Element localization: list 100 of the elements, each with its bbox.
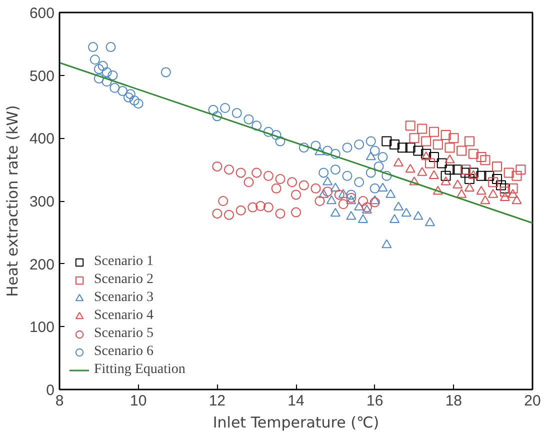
point [468,168,478,178]
point [492,174,502,184]
point [224,210,234,220]
point [287,177,298,188]
point [125,89,136,100]
point [464,136,474,146]
point [108,70,118,80]
point [314,146,325,156]
point [393,202,404,210]
point [382,170,392,181]
point [382,239,392,248]
legend-label: Scenario 1 [94,254,154,270]
point [428,152,439,162]
point [358,214,368,223]
point [366,168,376,178]
point [440,170,451,181]
point [390,214,400,223]
point [366,151,376,160]
y-axis-title: Heat extraction rate (kW) [3,105,22,297]
point [480,155,490,166]
y-tick-label: 500 [29,68,55,85]
point [370,197,380,208]
point [310,140,321,151]
point [456,189,467,198]
point [212,208,222,219]
point [330,208,340,217]
point [504,168,514,178]
point [476,186,486,195]
point [428,170,439,179]
point [421,151,432,160]
point [110,82,120,93]
point [354,177,364,188]
point [256,201,266,212]
point [413,211,424,220]
point [484,170,494,181]
point [252,120,262,131]
y-tick-label: 200 [29,256,55,274]
point [512,195,522,204]
legend-label: Scenario 2 [94,272,154,288]
point [346,195,356,204]
point [358,196,368,206]
point [220,103,230,113]
point [330,182,340,192]
point [397,142,408,153]
point [425,158,436,168]
point [326,195,336,204]
point [160,67,171,78]
legend-label: Scenario 3 [94,290,154,306]
point [271,183,282,194]
point [212,161,222,172]
point [516,164,526,175]
point [129,95,140,106]
point [244,114,254,124]
point [370,195,380,204]
point [236,168,246,178]
point [346,211,356,220]
x-axis-title: Inlet Temperature (℃) [212,414,380,432]
legend-label: Scenario 4 [94,308,154,324]
point [476,152,486,162]
point [378,182,388,192]
point [354,139,364,150]
point [322,176,333,186]
point [405,120,416,131]
point [94,73,104,84]
point [102,76,112,87]
point [370,146,380,156]
point [98,60,108,71]
point [275,208,286,219]
point [417,124,428,134]
point [244,177,254,188]
point [436,158,447,168]
legend-label: Fitting Equation [94,362,186,378]
point [102,67,112,78]
point [432,139,443,150]
point [342,142,352,153]
point [252,168,262,178]
point [318,189,329,198]
point [310,183,321,194]
point [440,130,451,140]
y-tick-label: 600 [29,5,55,22]
point [133,98,144,109]
point [382,136,392,146]
point [393,158,404,166]
point [452,164,463,175]
point [448,133,459,144]
x-tick-label: 14 [288,392,304,410]
legend-label: Scenario 5 [94,326,154,342]
point [421,148,432,159]
point [500,186,510,197]
point [460,164,470,175]
point [338,189,348,198]
point [354,202,364,210]
point [508,189,518,198]
point [405,164,416,173]
point [123,92,134,102]
point [480,195,490,204]
point [291,190,301,200]
point [263,202,274,212]
point [298,142,309,153]
point [464,182,474,192]
